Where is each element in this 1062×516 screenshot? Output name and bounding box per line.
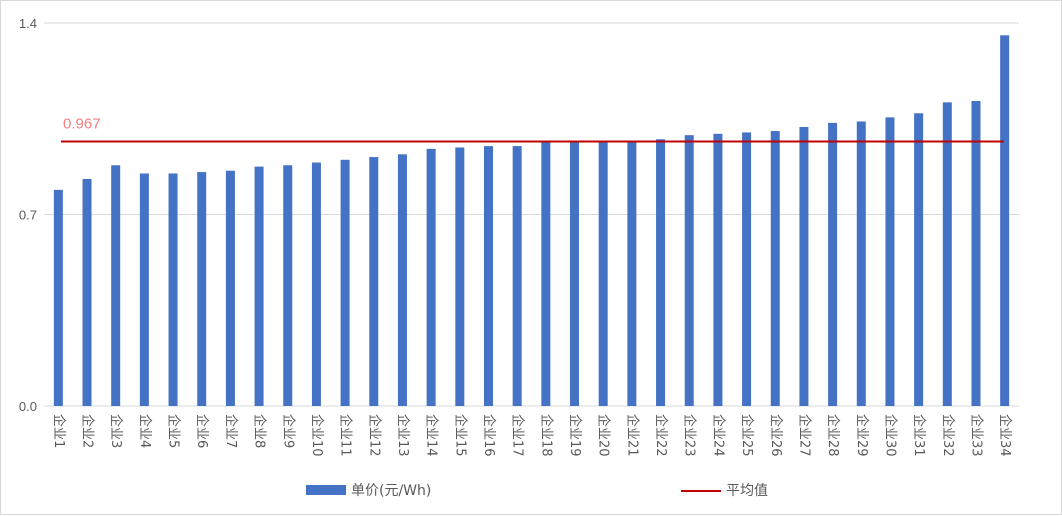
bar xyxy=(971,100,981,406)
x-tick-label: 企业9 xyxy=(280,414,296,448)
bar xyxy=(598,142,608,406)
x-tick-label: 企业34 xyxy=(997,414,1013,457)
bar xyxy=(684,135,694,406)
bar xyxy=(713,133,723,406)
x-tick-label: 企业28 xyxy=(825,414,841,457)
x-tick-label: 企业18 xyxy=(538,414,554,457)
bar xyxy=(397,154,407,406)
bar xyxy=(283,165,293,406)
bar xyxy=(483,146,493,406)
bar xyxy=(111,165,121,406)
x-tick-label: 企业14 xyxy=(424,414,440,457)
y-tick-label: 0.0 xyxy=(19,399,37,414)
bar xyxy=(627,140,637,406)
average-value-label: 0.967 xyxy=(63,115,101,132)
bar xyxy=(340,159,350,406)
bar xyxy=(254,166,264,406)
x-tick-label: 企业21 xyxy=(624,414,640,457)
x-axis: 企业1 企业2 企业3 企业4 企业5 企业6 企业7 企业8 企业9 企业10 企业11 企业12 企… xyxy=(51,414,1013,457)
x-tick-label: 企业25 xyxy=(739,414,755,457)
bar xyxy=(139,173,149,406)
x-tick-label: 企业26 xyxy=(768,414,784,457)
x-tick-label: 企业20 xyxy=(596,414,612,457)
x-tick-label: 企业27 xyxy=(796,414,812,457)
bar xyxy=(53,189,63,406)
bar xyxy=(942,102,952,406)
x-tick-label: 企业12 xyxy=(366,414,382,457)
y-tick-label: 1.4 xyxy=(19,16,37,31)
bar xyxy=(914,113,924,407)
x-tick-label: 企业29 xyxy=(854,414,870,457)
legend: 单价(元/Wh) 平均值 xyxy=(306,483,768,499)
x-tick-label: 企业22 xyxy=(653,414,669,457)
bar xyxy=(828,122,838,406)
x-tick-label: 企业1 xyxy=(51,414,67,448)
bar xyxy=(426,148,436,407)
bar xyxy=(856,121,866,406)
bar xyxy=(225,170,235,406)
x-tick-label: 企业8 xyxy=(252,414,268,448)
bar xyxy=(742,132,752,406)
bar xyxy=(570,142,580,406)
gridlines xyxy=(44,22,1019,407)
bar xyxy=(512,146,522,406)
bar xyxy=(82,178,92,406)
x-tick-label: 企业17 xyxy=(510,414,526,457)
x-tick-label: 企业10 xyxy=(309,414,325,457)
bar xyxy=(770,131,780,406)
x-tick-label: 企业2 xyxy=(80,414,96,448)
bar xyxy=(656,139,666,406)
x-tick-label: 企业11 xyxy=(338,414,354,457)
x-tick-label: 企业13 xyxy=(395,414,411,457)
x-tick-label: 企业6 xyxy=(194,414,210,448)
x-tick-label: 企业15 xyxy=(452,414,468,457)
x-tick-label: 企业32 xyxy=(940,414,956,457)
bar xyxy=(541,142,551,406)
bar xyxy=(197,172,207,406)
x-tick-label: 企业31 xyxy=(911,414,927,457)
bar xyxy=(168,173,178,406)
bar xyxy=(799,126,809,406)
x-tick-label: 企业3 xyxy=(108,414,124,448)
bar xyxy=(1000,35,1010,406)
legend-label-price: 单价(元/Wh) xyxy=(351,483,431,499)
y-axis: 0.0 0.7 1.4 xyxy=(19,16,37,414)
x-tick-label: 企业19 xyxy=(567,414,583,457)
x-tick-label: 企业16 xyxy=(481,414,497,457)
bar xyxy=(311,162,321,406)
x-tick-label: 企业30 xyxy=(882,414,898,457)
bars xyxy=(53,35,1010,407)
y-tick-label: 0.7 xyxy=(19,208,37,223)
x-tick-label: 企业24 xyxy=(710,414,726,457)
bar xyxy=(455,147,465,406)
x-tick-label: 企业5 xyxy=(166,414,182,448)
bar xyxy=(885,117,895,406)
bar xyxy=(369,157,379,406)
x-tick-label: 企业23 xyxy=(682,414,698,457)
x-tick-label: 企业7 xyxy=(223,414,239,448)
legend-label-average: 平均值 xyxy=(726,483,768,499)
x-tick-label: 企业33 xyxy=(968,414,984,457)
legend-swatch-bar xyxy=(306,485,346,495)
x-tick-label: 企业4 xyxy=(137,414,153,448)
average-line-group: 0.967 xyxy=(61,115,1004,143)
